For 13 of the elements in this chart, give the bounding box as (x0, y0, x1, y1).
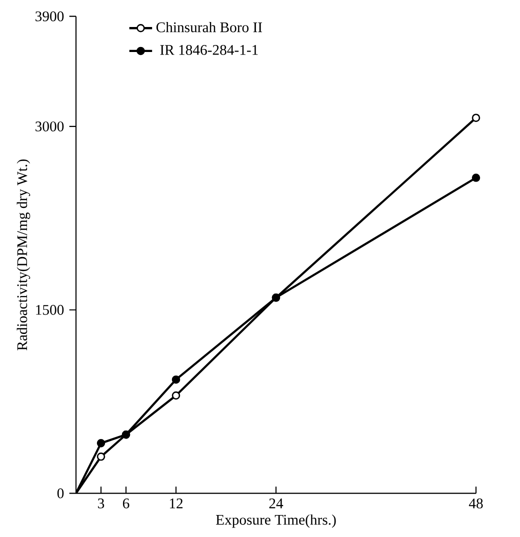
y-tick-label: 3900 (36, 11, 64, 22)
x-tick-label: 12 (170, 498, 183, 508)
y-tick-label: 3000 (36, 121, 64, 132)
x-axis-title: Exposure Time(hrs.) (216, 514, 336, 528)
x-tick-label: 48 (468, 498, 483, 508)
legend-label: Chinsurah Boro II (156, 22, 262, 32)
x-tick-label: 6 (122, 498, 130, 508)
legend-label: IR 1846-284-1-1 (160, 44, 258, 55)
y-tick-label: 1500 (36, 304, 64, 315)
y-tick-label: 0 (57, 488, 64, 498)
x-tick-label: 24 (269, 498, 284, 508)
y-axis-title: Radioactivity(DPM/mg dry Wt.) (16, 160, 30, 350)
x-tick-label: 3 (98, 498, 104, 508)
